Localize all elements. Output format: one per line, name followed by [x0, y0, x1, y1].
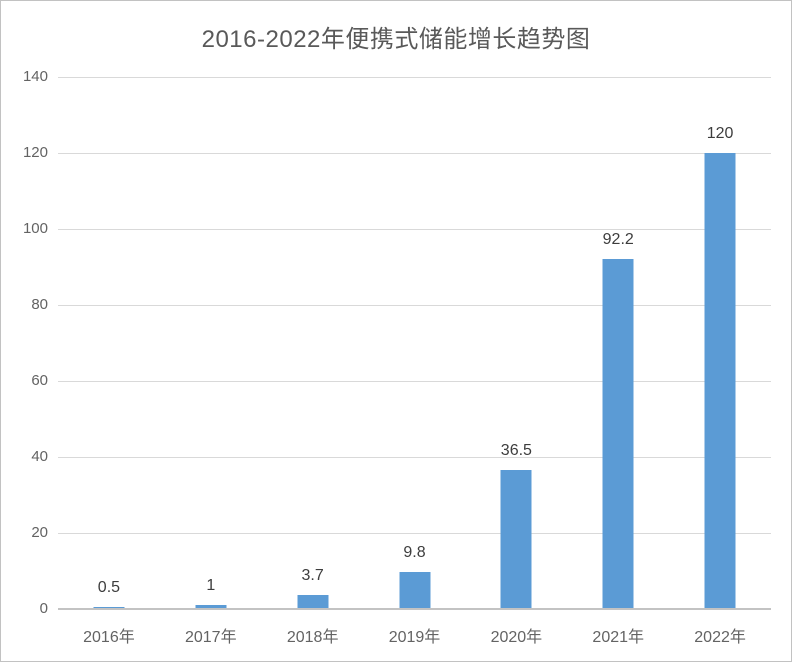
x-tick-label: 2017年 — [184, 629, 237, 646]
chart-title: 2016-2022年便携式储能增长趋势图 — [201, 26, 591, 53]
bar-value-label: 36.5 — [500, 442, 532, 460]
y-tick-label: 120 — [22, 144, 48, 161]
x-tick-label: 2018年 — [286, 629, 339, 646]
x-tick-label: 2022年 — [694, 629, 746, 646]
gridline — [58, 153, 771, 154]
y-tick-label: 60 — [31, 372, 48, 389]
plot-area: 0.5 1 3.7 9.8 36.5 92.2 120 — [58, 77, 771, 610]
bar-value-label: 120 — [706, 125, 734, 142]
x-axis: 2016年 2017年 2018年 2019年 2020年 2021年 2022年 — [58, 623, 771, 647]
bar-slot: 36.5 — [465, 77, 567, 609]
bar-slot: 3.7 — [262, 77, 364, 609]
bar — [602, 258, 634, 609]
bar — [704, 153, 736, 609]
x-tick-label: 2016年 — [83, 629, 135, 646]
y-tick-label: 100 — [22, 220, 48, 237]
bar — [500, 470, 532, 609]
y-tick-label: 0 — [39, 600, 48, 617]
bar — [297, 594, 329, 609]
bar — [399, 571, 430, 609]
gridline — [58, 533, 771, 534]
gridline — [58, 229, 771, 230]
gridline — [58, 381, 771, 382]
bar-value-label: 3.7 — [301, 566, 324, 584]
gridline — [58, 77, 771, 78]
bar-slot: 92.2 — [567, 77, 669, 609]
bar-value-label: 92.2 — [602, 230, 634, 248]
y-tick-label: 140 — [22, 68, 48, 85]
bar-slot: 1 — [160, 77, 262, 609]
x-tick-label: 2020年 — [490, 629, 543, 646]
bar-slot: 9.8 — [364, 77, 466, 609]
bar-value-label: 9.8 — [403, 543, 426, 561]
x-tick-label: 2019年 — [388, 629, 441, 646]
y-tick-label: 20 — [31, 524, 48, 541]
bar-value-label: 0.5 — [97, 579, 121, 597]
gridline — [58, 457, 771, 458]
gridline — [58, 305, 771, 306]
y-axis: 0 20 40 60 80 100 120 140 — [1, 68, 48, 617]
y-tick-label: 40 — [31, 448, 48, 465]
bar-slot: 0.5 — [58, 77, 160, 609]
bar-series: 0.5 1 3.7 9.8 36.5 92.2 120 — [58, 77, 771, 609]
y-tick-label: 80 — [31, 296, 48, 313]
bar — [195, 605, 227, 609]
bar-slot: 120 — [669, 77, 771, 609]
x-tick-label: 2021年 — [592, 629, 645, 646]
bar-value-label: 1 — [206, 577, 216, 595]
x-axis-line — [58, 608, 771, 610]
